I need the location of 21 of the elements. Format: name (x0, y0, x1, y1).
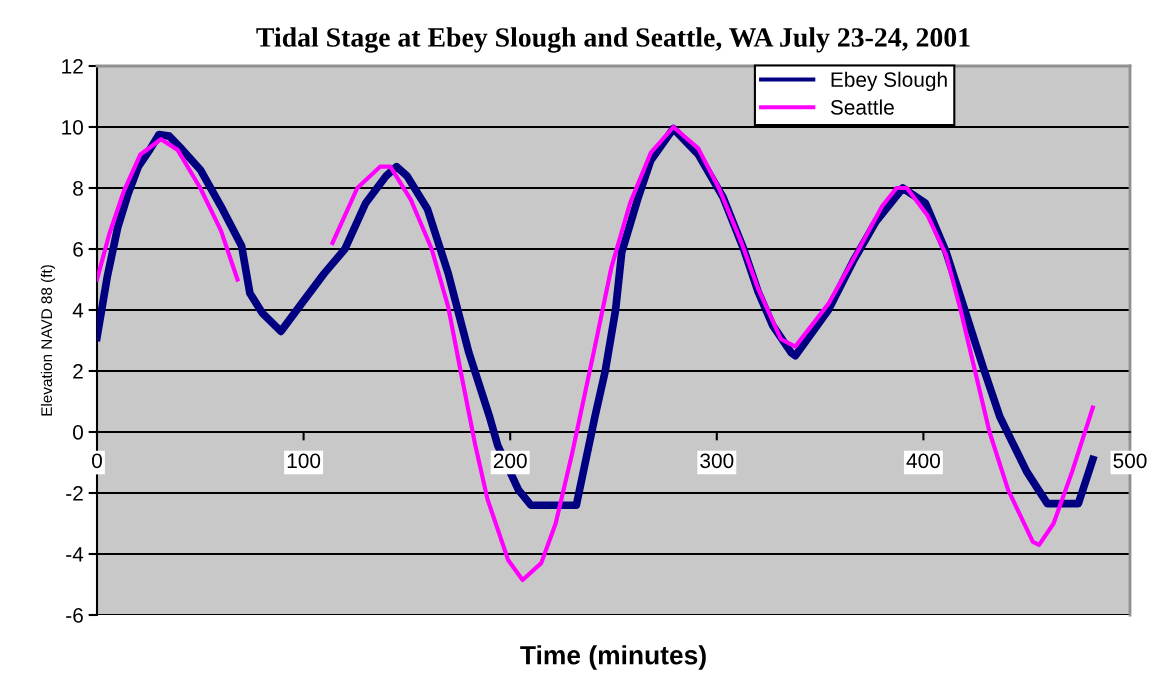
legend-label: Seattle (830, 99, 894, 115)
y-tick-label: -2 (66, 486, 83, 501)
y-tick-label: 0 (73, 425, 83, 440)
y-tick-label: 2 (73, 364, 83, 379)
y-tick-label: 12 (62, 59, 83, 74)
y-tick-label: -6 (66, 608, 83, 623)
x-tick-label: 100 (287, 453, 321, 469)
y-axis-title: Elevation NAVD 88 (ft) (40, 265, 56, 416)
x-tick-label: 200 (493, 453, 527, 469)
y-tick-label: 4 (72, 303, 84, 318)
legend-label: Ebey Slough (831, 71, 947, 92)
y-tick-label: -4 (66, 547, 84, 562)
x-tick-label: 500 (1113, 453, 1147, 469)
y-tick-label: 10 (62, 120, 83, 135)
chart-title: Tidal Stage at Ebey Slough and Seattle, WA July 23-24, 2001 (256, 27, 970, 53)
x-tick-label: 0 (92, 453, 102, 469)
x-tick-label: 300 (700, 453, 734, 469)
y-tick-label: 8 (73, 181, 83, 196)
x-tick-label: 400 (906, 453, 940, 469)
y-tick-label: 6 (73, 242, 83, 257)
x-axis-title: Time (minutes) (520, 645, 706, 670)
